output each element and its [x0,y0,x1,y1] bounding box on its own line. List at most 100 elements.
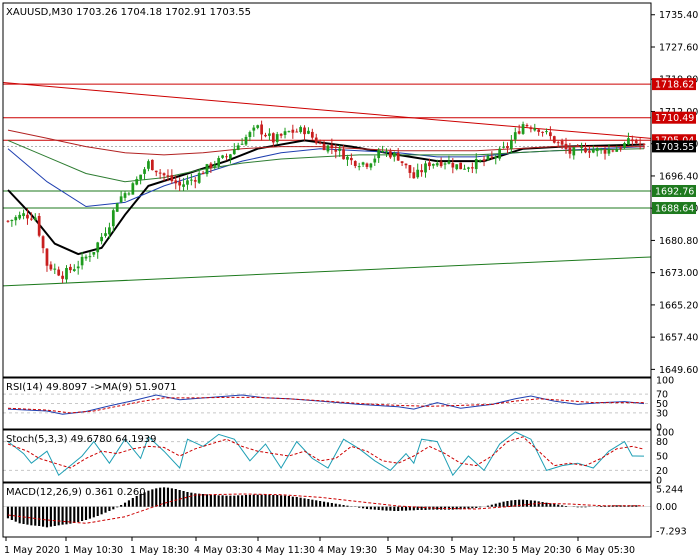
candle-body [591,149,595,153]
candle-body [513,132,517,140]
candle-body [268,133,271,136]
candle-body [6,220,10,222]
candle-body [69,266,72,271]
candle-body [166,175,170,177]
candle-body [14,217,18,221]
level-label: 1692.76 [655,186,694,197]
stoch-lines [3,431,651,477]
candle-body [236,145,240,150]
macd-signal-line [7,493,645,524]
candle-body [88,256,92,258]
time-tick-label: 4 May 11:30 [256,545,315,556]
indicator-tick-label: 0 [656,423,662,434]
stoch-panel[interactable]: Stoch(5,3,3) 49.6780 64.1939 [2,429,652,483]
candle-body [353,161,357,167]
level-label-box [652,202,696,215]
candle-body [170,175,174,182]
candle-body [400,161,404,164]
candle-body [240,143,244,145]
candle-body [221,155,224,158]
time-tick-label: 1 May 10:30 [64,545,123,556]
candle-body [260,124,263,135]
candle-body [131,183,135,195]
candle-body [615,149,619,152]
candle-body [412,172,416,179]
trendline [2,82,652,139]
candle-body [365,163,369,167]
candle-body [576,145,580,147]
candle-body [470,167,474,169]
price-tick-label: 1665.20 [659,300,698,311]
time-axis: 1 May 2020 1 May 10:30 1 May 18:30 4 May 03… [4,537,635,556]
candle-body [424,163,427,173]
candle-body [186,180,189,185]
candle-body [381,151,384,153]
level-label: 1688.64 [655,204,694,215]
candle-body [158,172,162,174]
macd-panel[interactable]: MACD(12,26,9) 0.361 0.260 [2,482,652,538]
candle-body [482,159,486,162]
candle-body [30,218,33,220]
rsi-panel[interactable]: RSI(14) 49.8097 ->MA(9) 51.9071 [2,377,652,430]
candle-body [443,163,447,165]
candle-body [385,151,388,153]
candle-body [310,131,314,138]
candle-body [467,167,470,169]
candle-body [549,132,552,137]
candle-body [533,128,537,131]
candle-body [37,215,41,236]
candle-body [10,219,14,222]
candle-body [193,180,197,182]
candle-body [584,148,587,153]
candle-body [26,214,29,219]
candle-body [100,236,103,242]
moving-averages [7,129,645,256]
current-price-box [652,140,696,153]
price-panel[interactable]: XAUUSD,M30 1703.26 1704.18 1702.91 1703.… [2,2,652,378]
candle-body [330,144,334,149]
trendlines [2,82,652,287]
moving-average-line [7,129,644,156]
candle-body [623,143,626,148]
time-tick-label: 5 May 20:30 [512,545,571,556]
candle-body [556,142,560,144]
candle-body [72,269,76,271]
candle-body [104,233,107,236]
macd-title: MACD(12,26,9) 0.361 0.260 [6,487,146,498]
candle-body [318,142,322,144]
candle-body [545,131,548,133]
candle-body [49,264,53,270]
time-tick-label: 1 May 2020 [4,545,60,556]
candle-body [41,236,45,249]
price-tick-label: 1680.80 [659,236,698,247]
candle-body [638,143,642,145]
candle-body [502,146,505,148]
candle-body [45,248,49,266]
candle-body [455,164,459,170]
level-label: 1718.62 [655,80,694,91]
candle-body [564,143,568,150]
indicator-line [7,396,644,414]
candle-body [361,162,365,165]
candle-body [373,158,377,163]
candle-body [65,268,68,280]
candle-body [225,156,228,158]
candle-body [84,256,88,259]
price-axis[interactable]: 1735.401727.601719.801712.001704.201696.… [651,10,698,376]
candle-body [603,149,607,154]
price-tick-label: 1696.40 [659,171,698,182]
candle-body [447,161,451,164]
candle-body [572,147,576,156]
candle-body [428,162,431,167]
candle-body [96,242,100,253]
indicator-tick-label: 20 [656,466,668,477]
candle-body [342,149,345,160]
candle-body [357,166,361,168]
time-tick-label: 6 May 05:30 [576,545,635,556]
candle-body [147,161,150,169]
candle-body [197,173,201,183]
candle-body [248,132,252,137]
